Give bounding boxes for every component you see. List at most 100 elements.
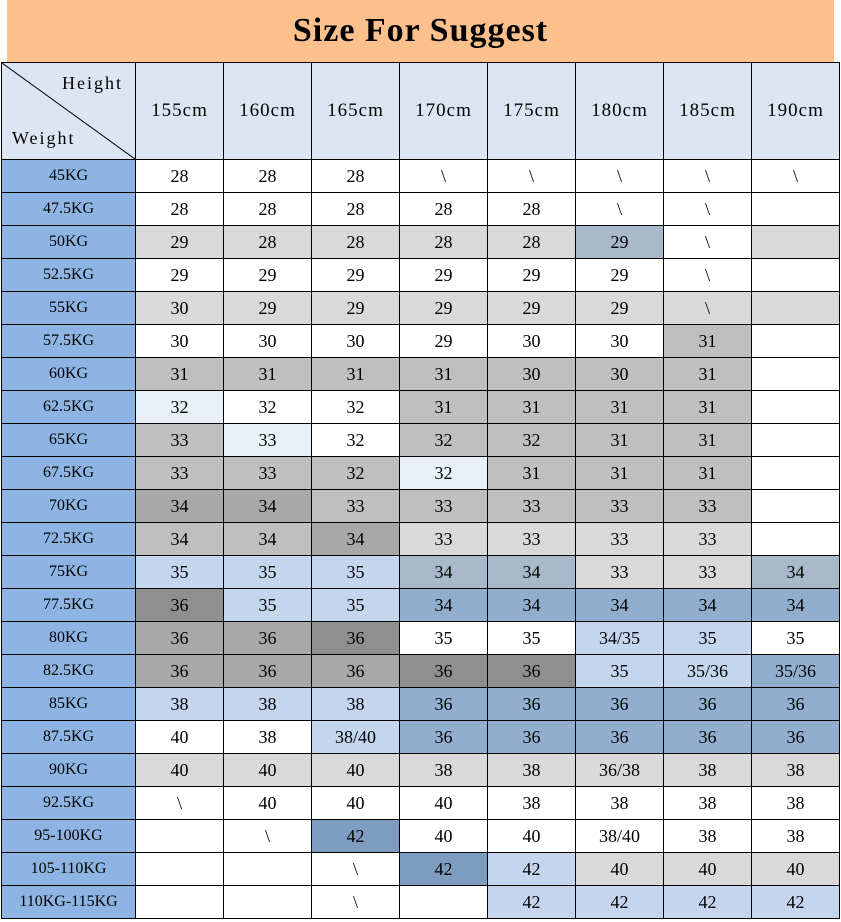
size-cell: 33 xyxy=(575,522,664,556)
size-cell: 31 xyxy=(663,324,752,358)
size-cell: 42 xyxy=(487,885,576,919)
size-cell: 34 xyxy=(399,588,488,622)
size-cell xyxy=(135,852,224,886)
column-header: 165cm xyxy=(311,62,400,160)
size-cell xyxy=(751,423,840,457)
size-cell: 42 xyxy=(487,852,576,886)
size-cell: 28 xyxy=(223,225,312,259)
size-cell xyxy=(751,489,840,523)
table-row: 77.5KG 36 35 35 34 34 34 34 34 xyxy=(1,588,840,622)
size-cell: 38 xyxy=(751,786,840,820)
size-cell: 32 xyxy=(399,423,488,457)
column-header: 155cm xyxy=(135,62,224,160)
row-header: 70KG xyxy=(1,489,136,523)
size-cell: 28 xyxy=(399,225,488,259)
size-cell: 35 xyxy=(311,588,400,622)
size-cell: 33 xyxy=(399,522,488,556)
size-cell: 29 xyxy=(223,291,312,325)
table-row: 50KG 29 28 28 28 28 29 \ xyxy=(1,225,840,259)
size-cell: 40 xyxy=(135,720,224,754)
size-cell: 33 xyxy=(311,489,400,523)
size-cell: 38 xyxy=(575,786,664,820)
row-header: 50KG xyxy=(1,225,136,259)
size-cell: 40 xyxy=(399,819,488,853)
size-cell: 29 xyxy=(399,291,488,325)
size-cell: 36 xyxy=(663,687,752,721)
size-cell: 35 xyxy=(663,621,752,655)
row-header: 90KG xyxy=(1,753,136,787)
row-header: 82.5KG xyxy=(1,654,136,688)
size-cell: 38 xyxy=(399,753,488,787)
size-cell: 29 xyxy=(575,291,664,325)
size-cell xyxy=(751,390,840,424)
size-cell: 30 xyxy=(575,324,664,358)
size-cell: 30 xyxy=(487,324,576,358)
header-row: Height Weight 155cm 160cm 165cm 170cm 175cm 1… xyxy=(1,62,840,160)
size-cell: 34 xyxy=(399,555,488,589)
size-cell xyxy=(223,852,312,886)
size-cell: 35 xyxy=(135,555,224,589)
row-header: 65KG xyxy=(1,423,136,457)
size-cell: \ xyxy=(487,159,576,193)
size-cell: 35 xyxy=(223,555,312,589)
size-cell: 38/40 xyxy=(575,819,664,853)
size-cell: 33 xyxy=(663,555,752,589)
table-row: 72.5KG 34 34 34 33 33 33 33 xyxy=(1,522,840,556)
size-cell xyxy=(751,258,840,292)
table-row: 82.5KG 36 36 36 36 36 35 35/36 35/36 xyxy=(1,654,840,688)
size-cell: 33 xyxy=(575,555,664,589)
size-cell: 32 xyxy=(487,423,576,457)
table-row: 110KG-115KG \ 42 42 42 42 xyxy=(1,885,840,919)
table-body: 45KG 28 28 28 \ \ \ \ \ 47.5KG 28 28 28 28 28 \ \ 50KG 29 2… xyxy=(1,159,840,919)
row-header: 55KG xyxy=(1,291,136,325)
size-cell: 28 xyxy=(311,225,400,259)
size-cell: 38 xyxy=(751,753,840,787)
size-cell xyxy=(399,885,488,919)
size-cell: 33 xyxy=(663,489,752,523)
size-cell: 33 xyxy=(135,456,224,490)
size-cell: 36/38 xyxy=(575,753,664,787)
size-cell: 36 xyxy=(223,621,312,655)
size-cell: 28 xyxy=(487,225,576,259)
table-row: 80KG 36 36 36 35 35 34/35 35 35 xyxy=(1,621,840,655)
size-cell: 31 xyxy=(575,423,664,457)
size-cell: 28 xyxy=(223,159,312,193)
size-cell: 29 xyxy=(487,258,576,292)
size-cell: 33 xyxy=(223,456,312,490)
size-cell: \ xyxy=(311,852,400,886)
size-cell: 34 xyxy=(487,555,576,589)
size-cell: 30 xyxy=(575,357,664,391)
size-cell: 32 xyxy=(311,456,400,490)
size-cell: 29 xyxy=(223,258,312,292)
size-cell: 30 xyxy=(487,357,576,391)
table-row: 87.5KG 40 38 38/40 36 36 36 36 36 xyxy=(1,720,840,754)
column-header: 180cm xyxy=(575,62,664,160)
size-cell xyxy=(751,225,840,259)
row-header: 57.5KG xyxy=(1,324,136,358)
size-cell: 34 xyxy=(223,489,312,523)
size-cell: 29 xyxy=(575,258,664,292)
size-cell: \ xyxy=(751,159,840,193)
size-cell: 35 xyxy=(487,621,576,655)
table-row: 95-100KG \ 42 40 40 38/40 38 38 xyxy=(1,819,840,853)
size-cell: 28 xyxy=(135,159,224,193)
size-cell: 34 xyxy=(751,588,840,622)
size-cell: 34/35 xyxy=(575,621,664,655)
size-cell: 32 xyxy=(311,423,400,457)
size-cell: 33 xyxy=(399,489,488,523)
size-cell xyxy=(751,456,840,490)
row-header: 80KG xyxy=(1,621,136,655)
size-cell: 31 xyxy=(135,357,224,391)
size-cell xyxy=(135,885,224,919)
size-cell: 30 xyxy=(135,291,224,325)
size-cell: 33 xyxy=(663,522,752,556)
size-cell: 36 xyxy=(487,687,576,721)
size-cell: 34 xyxy=(223,522,312,556)
size-cell: 34 xyxy=(135,489,224,523)
size-cell: 31 xyxy=(311,357,400,391)
size-cell: \ xyxy=(135,786,224,820)
table-row: 47.5KG 28 28 28 28 28 \ \ xyxy=(1,192,840,226)
size-cell: 36 xyxy=(575,720,664,754)
size-cell: 29 xyxy=(135,258,224,292)
